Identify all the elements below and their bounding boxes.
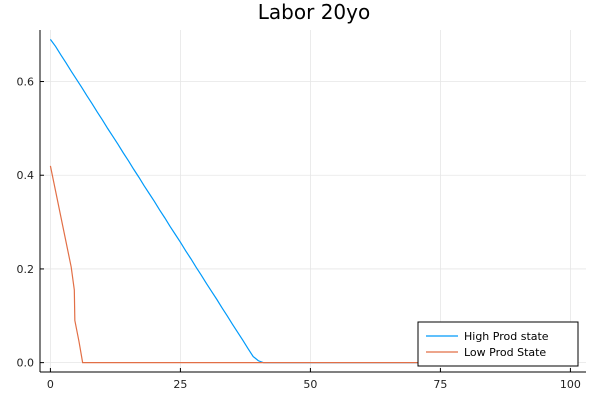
x-tick-label: 0	[47, 378, 54, 391]
grid	[40, 30, 586, 372]
legend-box	[417, 321, 579, 367]
legend: High Prod state Low Prod State	[417, 321, 579, 367]
legend-label: High Prod state	[464, 330, 549, 343]
x-tick-label: 25	[173, 378, 187, 391]
y-tick-label: 0.0	[17, 357, 35, 370]
axes: 0 25 50 75 100 0.0 0.2 0.4 0.6	[17, 30, 586, 391]
y-tick-label: 0.4	[17, 169, 35, 182]
x-tick-label: 100	[560, 378, 581, 391]
series-line-low-prod	[49, 165, 571, 364]
series-group	[49, 39, 571, 364]
y-tick-label: 0.6	[17, 76, 35, 89]
chart-title: Labor 20yo	[258, 0, 370, 24]
x-tick-label: 75	[433, 378, 447, 391]
x-tick-label: 50	[303, 378, 317, 391]
legend-label: Low Prod State	[464, 346, 546, 359]
y-tick-label: 0.2	[17, 263, 35, 276]
